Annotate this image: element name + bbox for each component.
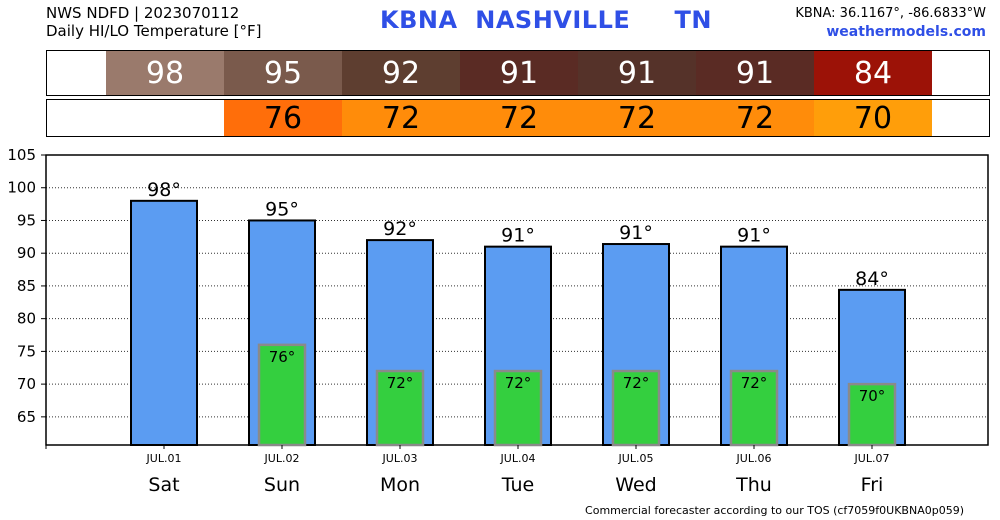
- high-temp-cell: 91: [578, 51, 696, 95]
- y-tick-label: 105: [7, 146, 36, 164]
- low-temp-label: 72°: [623, 374, 650, 392]
- high-temp-cell: 91: [696, 51, 814, 95]
- date-label: JUL.02: [264, 452, 300, 465]
- high-temp-label: 91°: [737, 225, 771, 247]
- date-label: JUL.07: [854, 452, 890, 465]
- high-temp-bar: [130, 199, 198, 446]
- low-temp-cell: 72: [460, 100, 578, 136]
- low-temp-bar: [847, 382, 897, 447]
- high-temp-cell: 92: [342, 51, 460, 95]
- high-temp-cell: 91: [460, 51, 578, 95]
- station-coordinates: KBNA: 36.1167°, -86.6833°W: [795, 6, 986, 21]
- low-temp-label: 72°: [505, 374, 532, 392]
- day-label: Tue: [501, 474, 534, 496]
- day-label: Mon: [380, 474, 420, 496]
- chart-header-left: NWS NDFD | 2023070112 Daily HI/LO Temper…: [46, 4, 262, 40]
- high-temp-label: 95°: [265, 198, 299, 220]
- low-temp-cell: [106, 100, 224, 136]
- y-tick-label: 80: [17, 310, 36, 328]
- high-temp-label: 98°: [147, 179, 181, 201]
- chart-header-right: KBNA: 36.1167°, -86.6833°W weathermodels…: [795, 5, 986, 41]
- footer-note: Commercial forecaster according to our T…: [585, 504, 964, 517]
- low-temp-bar: [611, 369, 661, 447]
- station-title: KBNA NASHVILLE TN: [380, 6, 713, 34]
- low-temp-cell: 70: [814, 100, 932, 136]
- day-label: Wed: [615, 474, 656, 496]
- date-label: JUL.05: [618, 452, 654, 465]
- date-label: JUL.06: [736, 452, 772, 465]
- day-label: Fri: [861, 474, 884, 496]
- y-tick-label: 90: [17, 244, 36, 262]
- date-label: JUL.01: [146, 452, 182, 465]
- site-link[interactable]: weathermodels.com: [826, 24, 986, 40]
- high-temp-cell: 84: [814, 51, 932, 95]
- y-tick-label: 85: [17, 277, 36, 295]
- y-tick-label: 65: [17, 408, 36, 426]
- y-tick-label: 100: [7, 179, 36, 197]
- high-temp-label: 91°: [501, 225, 535, 247]
- low-temp-cell: 72: [342, 100, 460, 136]
- low-temp-cell: 72: [696, 100, 814, 136]
- low-temp-bar: [257, 343, 307, 447]
- product-title: Daily HI/LO Temperature [°F]: [46, 22, 262, 40]
- date-label: JUL.04: [500, 452, 536, 465]
- y-tick-label: 75: [17, 342, 36, 360]
- day-label: Thu: [735, 474, 772, 496]
- high-temp-label: 91°: [619, 222, 653, 244]
- low-temp-label: 72°: [387, 374, 414, 392]
- high-temp-label: 92°: [383, 218, 417, 240]
- high-temp-cell: 98: [106, 51, 224, 95]
- low-temp-cell: 72: [578, 100, 696, 136]
- high-temperature-row: 98 95 92 91 91 91 84: [46, 50, 990, 96]
- day-label: Sat: [148, 474, 179, 496]
- low-temp-label: 70°: [859, 387, 886, 405]
- y-tick-label: 95: [17, 211, 36, 229]
- low-temp-cell: 76: [224, 100, 342, 136]
- low-temp-label: 76°: [269, 348, 296, 366]
- low-temp-bar: [729, 369, 779, 447]
- high-temp-label: 84°: [855, 268, 889, 290]
- high-temp-cell: 95: [224, 51, 342, 95]
- date-label: JUL.03: [382, 452, 418, 465]
- low-temp-label: 72°: [741, 374, 768, 392]
- model-run-label: NWS NDFD | 2023070112: [46, 4, 240, 22]
- day-label: Sun: [264, 474, 300, 496]
- y-tick-label: 70: [17, 375, 36, 393]
- low-temperature-row: 76 72 72 72 72 70: [46, 99, 990, 137]
